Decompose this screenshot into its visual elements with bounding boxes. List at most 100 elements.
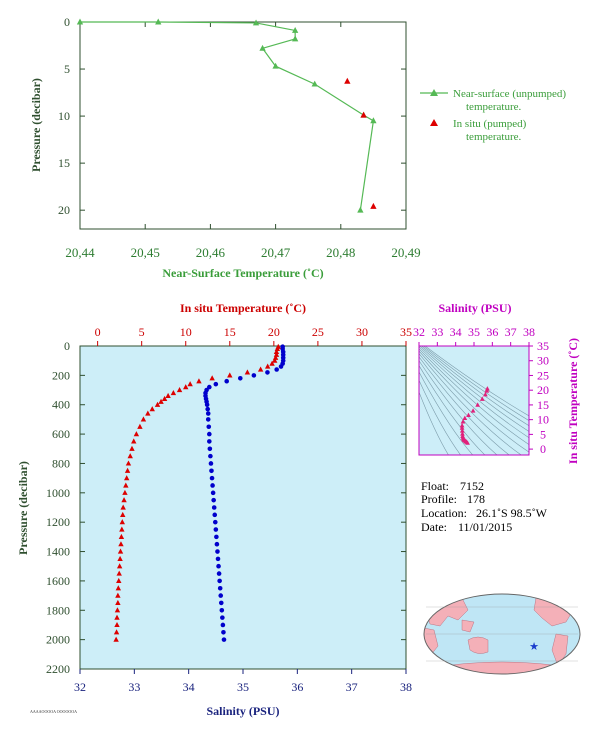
ts-point [484,388,490,393]
temperature-point [120,504,126,510]
temperature-point [121,497,127,503]
temperature-point [196,378,202,384]
unpumped-temperature-point [292,26,299,33]
salinity-point [216,571,222,576]
top-y-tick-label: 5 [64,62,70,76]
temperature-point [176,387,183,393]
salinity-point [265,370,270,375]
legend-marker-unpumped [430,89,438,96]
ts-point [460,419,466,424]
profile-value: 178 [467,492,485,506]
salinity-point [219,607,225,613]
location-value: 26.1˚S 98.5˚W [476,506,548,520]
temperature-point [118,541,124,547]
pumped-temperature-point [360,111,367,118]
profile-series [113,343,286,642]
ts-y-tick-label: 5 [540,427,546,441]
temperature-point [115,585,122,591]
map-land [424,597,575,674]
ts-point [460,431,465,436]
top-series [76,18,377,213]
salinity-point [221,629,226,635]
legend-pumped-line1: In situ (pumped) [453,118,527,130]
temperature-point [244,369,251,375]
salinity-point [205,406,210,412]
salinity-point [224,378,229,384]
ts-point [483,392,488,397]
temperature-point [257,366,264,372]
profile-y-tick-label: 200 [52,368,70,382]
temperature-point [273,348,280,354]
profile-sal-tick-label: 35 [237,680,249,694]
unpumped-temperature-point [76,18,84,25]
density-contour [419,346,529,432]
date-label: Date: [421,520,447,534]
density-contour [419,350,529,453]
temperature-point [123,482,129,488]
temperature-point [127,453,133,459]
ts-y-tick-label: 15 [537,398,549,412]
temperature-point [116,563,123,569]
temperature-point [117,555,123,561]
profile-chart: 0200400600800100012001400160018002000220… [16,301,412,718]
ts-series [459,386,490,445]
temperature-point [122,489,128,495]
profile-y-tick-label: 1800 [46,603,70,617]
profile-temp-tick-label: 5 [139,325,145,339]
footer-credit: AAAAOOOOA OOOOOOA [30,709,77,714]
ts-x-tick-label: 37 [505,325,517,339]
profile-temp-tick-label: 0 [95,325,101,339]
top-y-tick-label: 0 [64,15,70,29]
profile-sal-tick-label: 38 [400,680,412,694]
profile-temp-tick-label: 30 [356,325,368,339]
salinity-point [205,417,211,422]
legend-unpumped-line2: temperature. [466,101,522,113]
salinity-point [218,593,224,598]
temperature-point [137,423,143,429]
profile-y-tick-label: 2200 [46,662,70,676]
profile-top-axis-label: In situ Temperature (˚C) [180,301,306,315]
salinity-point [208,453,213,459]
ts-y-tick-label: 25 [537,368,549,382]
unpumped-temperature-point [252,19,260,26]
salinity-point [221,637,227,642]
salinity-point [210,490,216,496]
temperature-point [154,401,161,407]
ts-x-tick-label: 38 [523,325,535,339]
temperature-point [187,381,193,387]
unpumped-temperature-point [370,117,377,124]
profile-temp-tick-label: 25 [312,325,324,339]
unpumped-temperature-point [311,80,318,87]
ts-x-tick-label: 32 [413,325,425,339]
salinity-point [218,600,224,606]
temperature-point [120,511,126,517]
top-y-tick-label: 10 [58,109,70,123]
pumped-temperature-point [370,202,377,209]
ts-y-tick-label: 20 [537,383,549,397]
ts-y-tick-label: 10 [537,413,549,427]
profile-y-tick-label: 1600 [46,574,70,588]
salinity-point [205,411,211,416]
salinity-point [220,615,225,620]
temperature-point [133,431,140,437]
legend-pumped-line2: temperature. [466,131,522,143]
density-contour [419,353,522,455]
top-plot-frame [79,21,407,230]
profile-temp-tick-label: 10 [180,325,192,339]
temperature-point [115,592,121,598]
temperature-point [227,372,233,378]
salinity-point [220,622,226,628]
temperature-point [114,614,120,620]
top-x-tick-label: 20,49 [391,245,420,260]
profile-sal-tick-label: 36 [291,680,303,694]
temperature-point [183,384,189,390]
salinity-point [237,376,243,381]
float-location-star-icon: ★ [529,641,539,653]
profile-sal-tick-label: 33 [128,680,140,694]
density-contour [419,346,529,439]
ts-x-tick-label: 35 [468,325,480,339]
temperature-point [131,438,137,444]
density-contour [422,346,529,421]
